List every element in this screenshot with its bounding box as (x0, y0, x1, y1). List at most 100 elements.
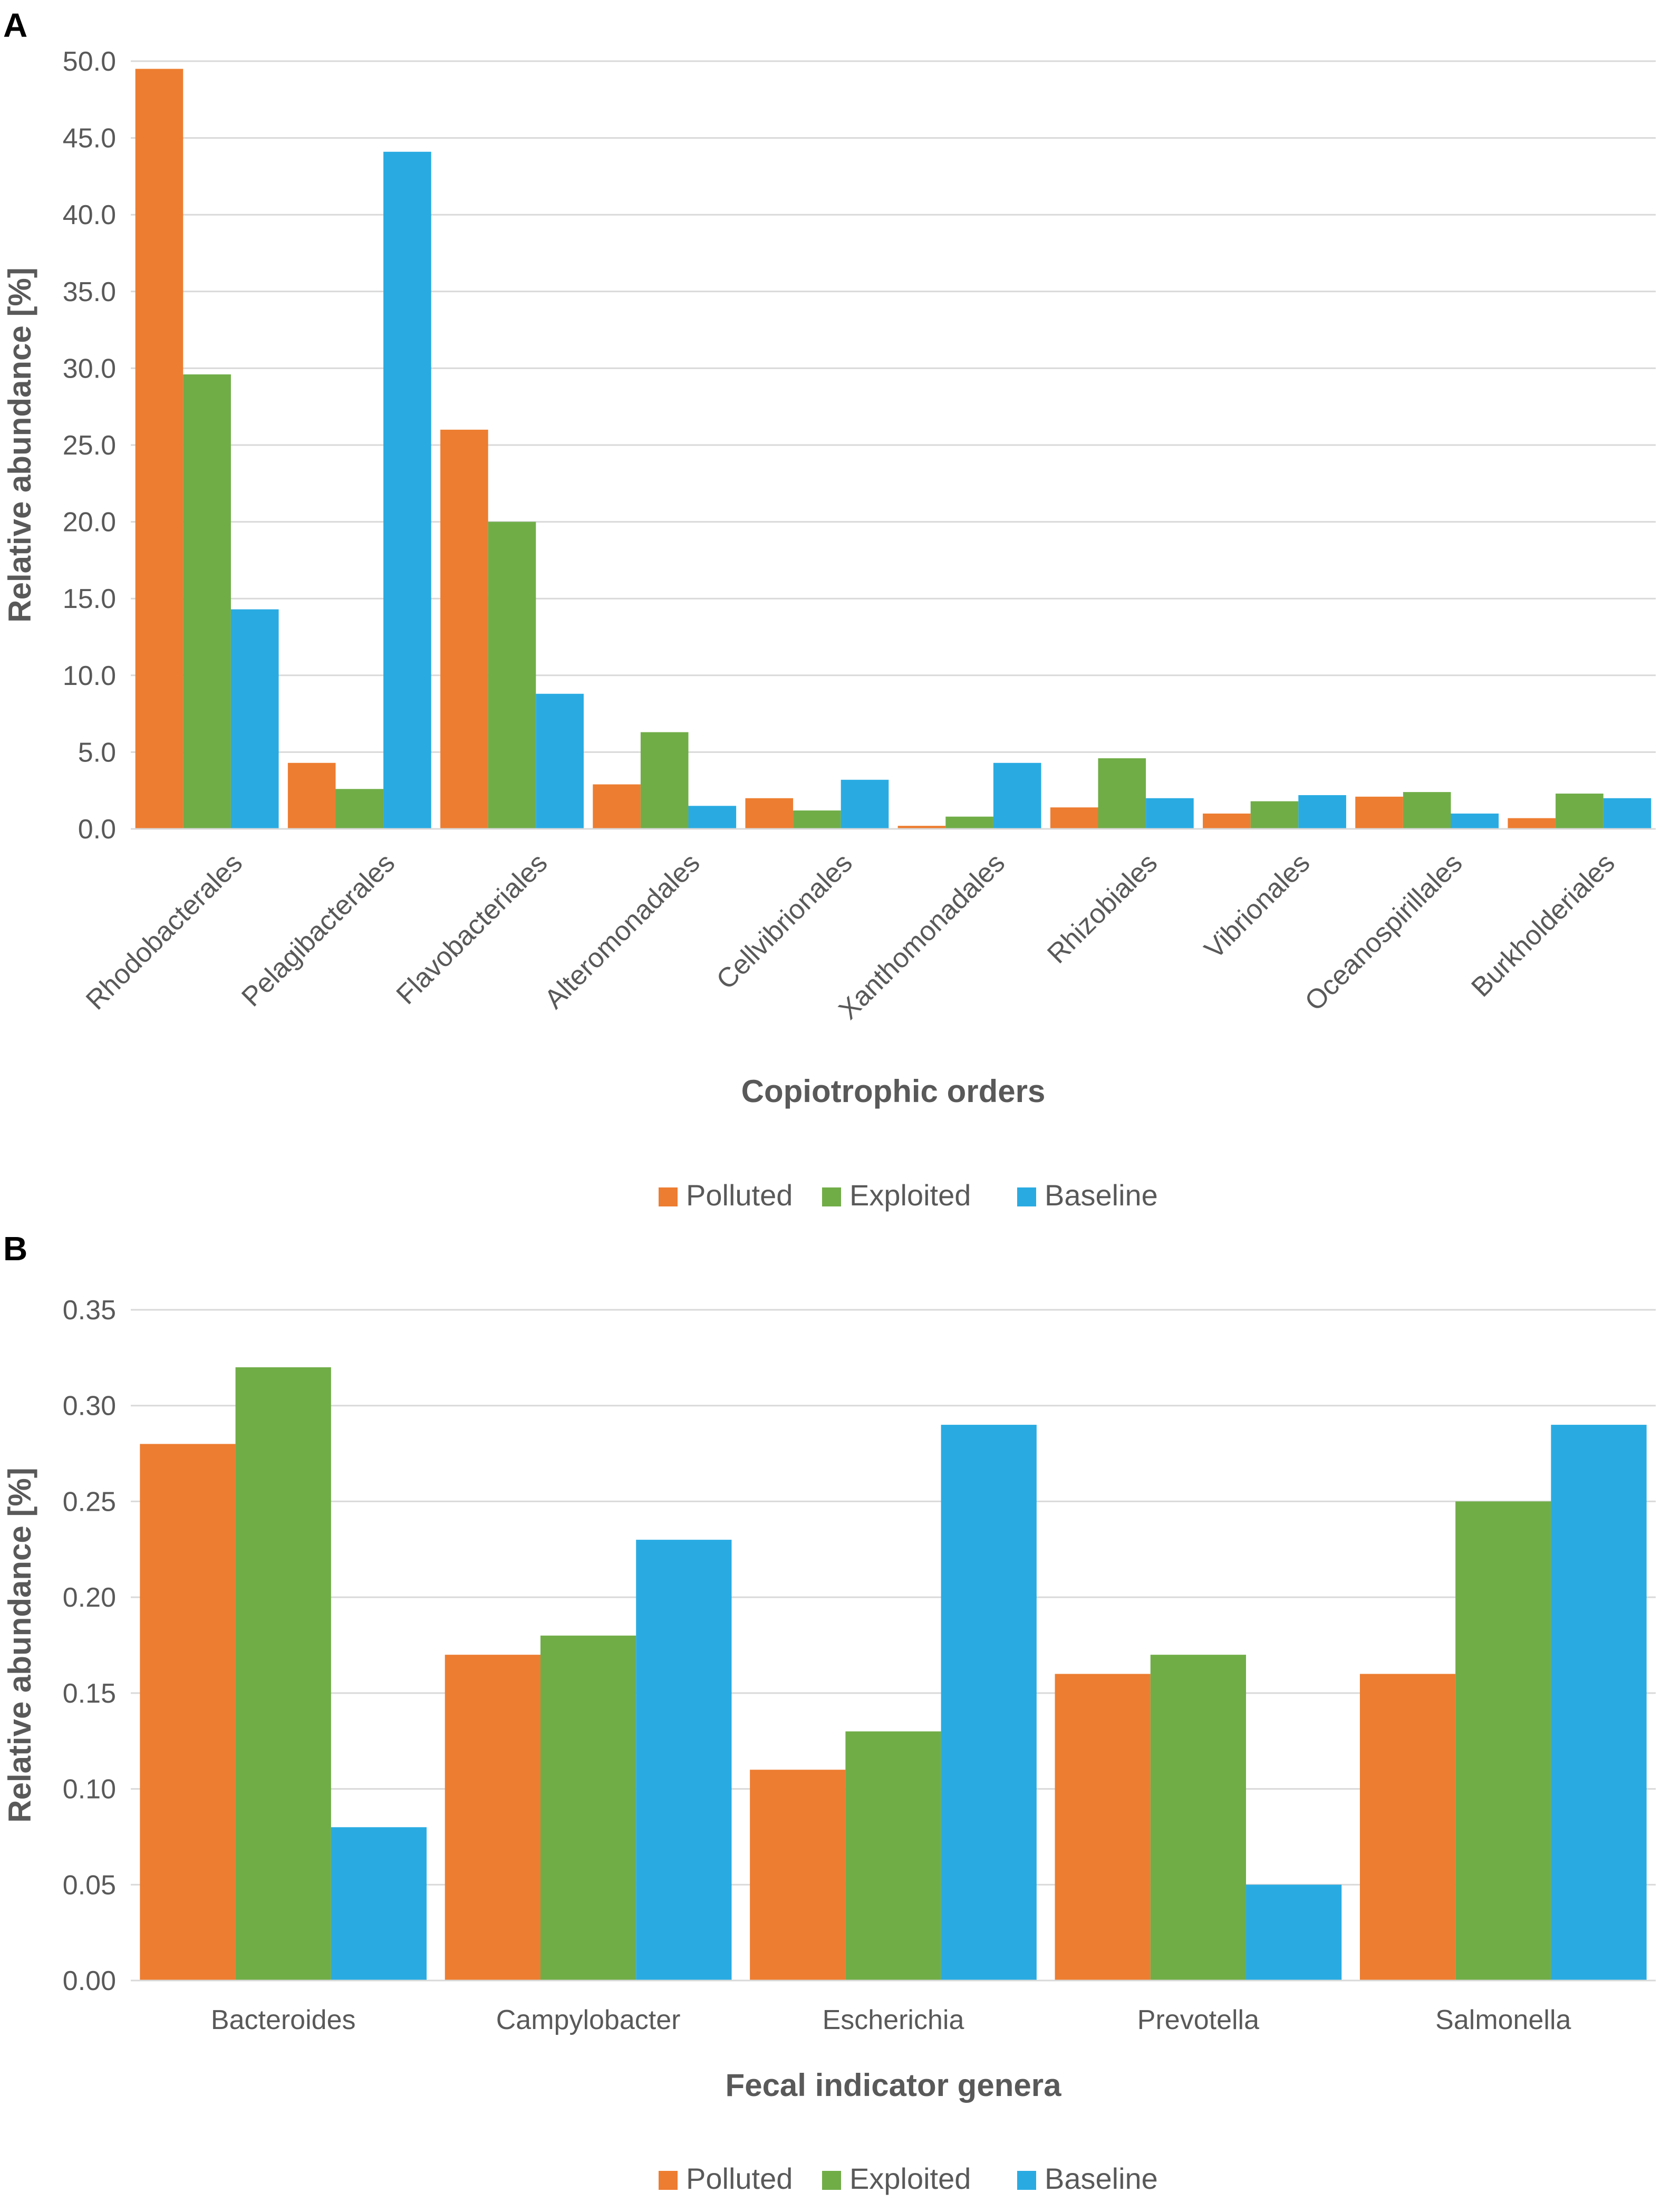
panel-a: A 0.0 5.0 10.0 15.0 20.0 25.0 30.0 35.0 40.0 45.0 5… (2, 6, 1656, 1212)
bar-exploited-flavobacteriales (488, 521, 536, 829)
bar-polluted-pelagibacterales (287, 762, 336, 829)
y-tick-label: 40.0 (63, 200, 116, 230)
bar-baseline-alteromonadales (688, 806, 737, 829)
y-tick-label: 0.10 (63, 1774, 116, 1805)
y-tick-label: 30.0 (63, 353, 116, 384)
x-tick-label: Rhizobiales (1041, 847, 1163, 969)
x-tick-label: Oceanospirillales (1299, 847, 1469, 1017)
y-tick-label: 50.0 (63, 46, 116, 77)
bar-polluted-rhizobiales (1050, 807, 1098, 829)
y-tick-label: 25.0 (63, 430, 116, 461)
bar-exploited-rhizobiales (1098, 758, 1146, 829)
y-tick-label: 0.15 (63, 1678, 116, 1709)
bar-baseline-xanthomonadales (993, 762, 1041, 829)
bar-exploited-oceanospirillales (1403, 792, 1451, 829)
bar-polluted-vibrionales (1203, 813, 1251, 829)
bar-polluted-escherichia (750, 1770, 846, 1981)
legend-label-polluted: Polluted (686, 1179, 793, 1212)
bar-exploited-campylobacter (540, 1635, 636, 1981)
x-tick-label: Campylobacter (496, 2005, 681, 2035)
bar-baseline-vibrionales (1298, 795, 1346, 829)
bar-exploited-cellvibrionales (793, 810, 841, 829)
bar-exploited-xanthomonadales (945, 816, 993, 829)
bar-baseline-pelagibacterales (383, 151, 431, 829)
x-tick-label: Prevotella (1137, 2005, 1259, 2035)
y-tick-label: 45.0 (63, 123, 116, 154)
x-tick-label: Flavobacteriales (391, 847, 554, 1010)
y-tick-label: 15.0 (63, 584, 116, 614)
bar-polluted-oceanospirillales (1355, 796, 1403, 829)
legend-label-exploited: Exploited (849, 1179, 971, 1212)
bar-polluted-rhodobacterales (135, 69, 184, 829)
bar-baseline-oceanospirillales (1451, 813, 1499, 829)
y-tick-label: 0.25 (63, 1486, 116, 1517)
legend-label-baseline: Baseline (1045, 1179, 1158, 1212)
bar-polluted-campylobacter (445, 1655, 540, 1981)
y-axis-title: Relative abundance [%] (2, 267, 37, 623)
legend-swatch-baseline (1017, 1187, 1036, 1206)
x-tick-label: Burkholderiales (1465, 847, 1620, 1002)
x-tick-label: Alteromonadales (539, 847, 706, 1015)
panel-label: A (3, 6, 27, 44)
legend-swatch-polluted (659, 1187, 678, 1206)
bar-exploited-prevotella (1150, 1655, 1247, 1981)
bar-baseline-escherichia (941, 1425, 1037, 1981)
y-tick-label: 0.35 (63, 1295, 116, 1326)
y-axis-title: Relative abundance [%] (2, 1467, 37, 1823)
bar-exploited-salmonella (1455, 1501, 1551, 1981)
bar-exploited-burkholderiales (1556, 794, 1604, 829)
bar-exploited-escherichia (845, 1731, 941, 1981)
bar-polluted-burkholderiales (1508, 818, 1556, 829)
legend-swatch-polluted (659, 2171, 678, 2190)
x-tick-label: Pelagibacterales (236, 847, 401, 1012)
bar-baseline-campylobacter (636, 1540, 732, 1981)
x-tick-label: Salmonella (1435, 2005, 1571, 2035)
legend-swatch-baseline (1017, 2171, 1036, 2190)
legend-label-exploited: Exploited (849, 2162, 971, 2195)
x-tick-label: Escherichia (823, 2005, 964, 2035)
bar-polluted-flavobacteriales (440, 429, 488, 829)
bar-polluted-cellvibrionales (745, 798, 794, 829)
bar-exploited-rhodobacterales (183, 374, 231, 829)
bar-exploited-alteromonadales (640, 732, 689, 829)
legend-swatch-exploited (822, 2171, 841, 2190)
panel-b: B 0.00 0.05 0.10 0.15 0.20 0.25 0.30 0.35 Relativ… (2, 1230, 1656, 2195)
legend: Polluted Exploited Baseline (659, 2162, 1158, 2195)
y-tick-label: 20.0 (63, 507, 116, 538)
y-tick-label: 0.30 (63, 1391, 116, 1422)
bar-baseline-rhodobacterales (230, 609, 279, 829)
y-tick-label: 5.0 (78, 737, 116, 768)
x-axis-title: Fecal indicator genera (726, 2068, 1062, 2103)
bar-baseline-salmonella (1551, 1425, 1647, 1981)
x-tick-label: Vibrionales (1199, 847, 1316, 964)
bar-exploited-vibrionales (1250, 801, 1299, 829)
bar-polluted-xanthomonadales (897, 826, 946, 829)
bar-baseline-rhizobiales (1146, 798, 1194, 829)
bar-baseline-bacteroides (331, 1827, 427, 1981)
bar-exploited-pelagibacterales (335, 789, 384, 829)
y-tick-label: 35.0 (63, 277, 116, 307)
bar-polluted-alteromonadales (593, 784, 641, 829)
bar-polluted-salmonella (1359, 1674, 1456, 1981)
bar-baseline-flavobacteriales (536, 693, 584, 829)
legend-swatch-exploited (822, 1187, 841, 1206)
legend-label-baseline: Baseline (1045, 2162, 1158, 2195)
bar-baseline-prevotella (1246, 1885, 1342, 1981)
bar-polluted-bacteroides (140, 1444, 236, 1981)
legend: Polluted Exploited Baseline (659, 1179, 1158, 1212)
legend-label-polluted: Polluted (686, 2162, 793, 2195)
panel-label: B (3, 1230, 27, 1268)
x-tick-label: Rhodobacterales (80, 847, 248, 1016)
y-tick-label: 0.0 (78, 814, 116, 845)
bar-baseline-cellvibrionales (841, 779, 889, 829)
bar-baseline-burkholderiales (1603, 798, 1652, 829)
y-tick-label: 10.0 (63, 661, 116, 691)
y-tick-label: 0.20 (63, 1582, 116, 1613)
x-axis-title: Copiotrophic orders (741, 1074, 1046, 1109)
y-tick-label: 0.05 (63, 1870, 116, 1900)
y-tick-label: 0.00 (63, 1966, 116, 1996)
x-tick-label: Xanthomonadales (833, 847, 1011, 1025)
x-tick-label: Bacteroides (211, 2005, 356, 2035)
bar-polluted-prevotella (1055, 1674, 1151, 1981)
